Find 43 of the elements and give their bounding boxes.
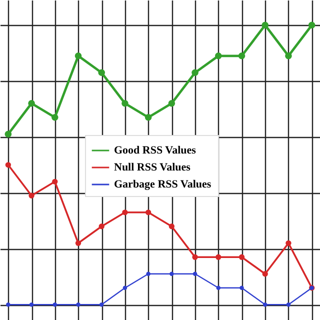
point	[216, 254, 222, 260]
point	[98, 69, 105, 76]
point	[75, 240, 82, 246]
point	[262, 22, 268, 29]
point	[145, 210, 152, 216]
point	[6, 302, 10, 307]
point	[28, 192, 34, 198]
point	[192, 254, 198, 260]
point	[262, 302, 268, 307]
point	[122, 286, 128, 290]
point	[170, 272, 174, 276]
point	[98, 224, 104, 230]
point	[52, 114, 58, 121]
point	[216, 286, 221, 290]
point	[238, 254, 245, 260]
point	[76, 302, 80, 307]
point	[286, 240, 292, 246]
legend-label: Good RSS Values	[114, 144, 197, 156]
point	[262, 271, 268, 277]
point	[240, 286, 244, 290]
point	[146, 272, 150, 276]
point	[215, 52, 222, 60]
point	[122, 100, 128, 107]
point	[308, 22, 316, 29]
point	[52, 178, 58, 184]
legend-label: Null RSS Values	[114, 162, 192, 174]
point	[122, 210, 128, 216]
point	[238, 52, 246, 60]
point	[286, 302, 291, 307]
point	[74, 52, 82, 60]
point	[28, 100, 35, 107]
point	[5, 162, 12, 168]
point	[99, 302, 104, 307]
point	[52, 302, 58, 307]
point	[168, 100, 176, 107]
point	[144, 114, 152, 121]
point	[285, 52, 292, 60]
legend-label: Garbage RSS Values	[114, 178, 212, 190]
point	[192, 69, 198, 76]
point	[4, 130, 12, 138]
point	[29, 302, 34, 307]
point	[192, 272, 198, 276]
point	[168, 224, 175, 230]
